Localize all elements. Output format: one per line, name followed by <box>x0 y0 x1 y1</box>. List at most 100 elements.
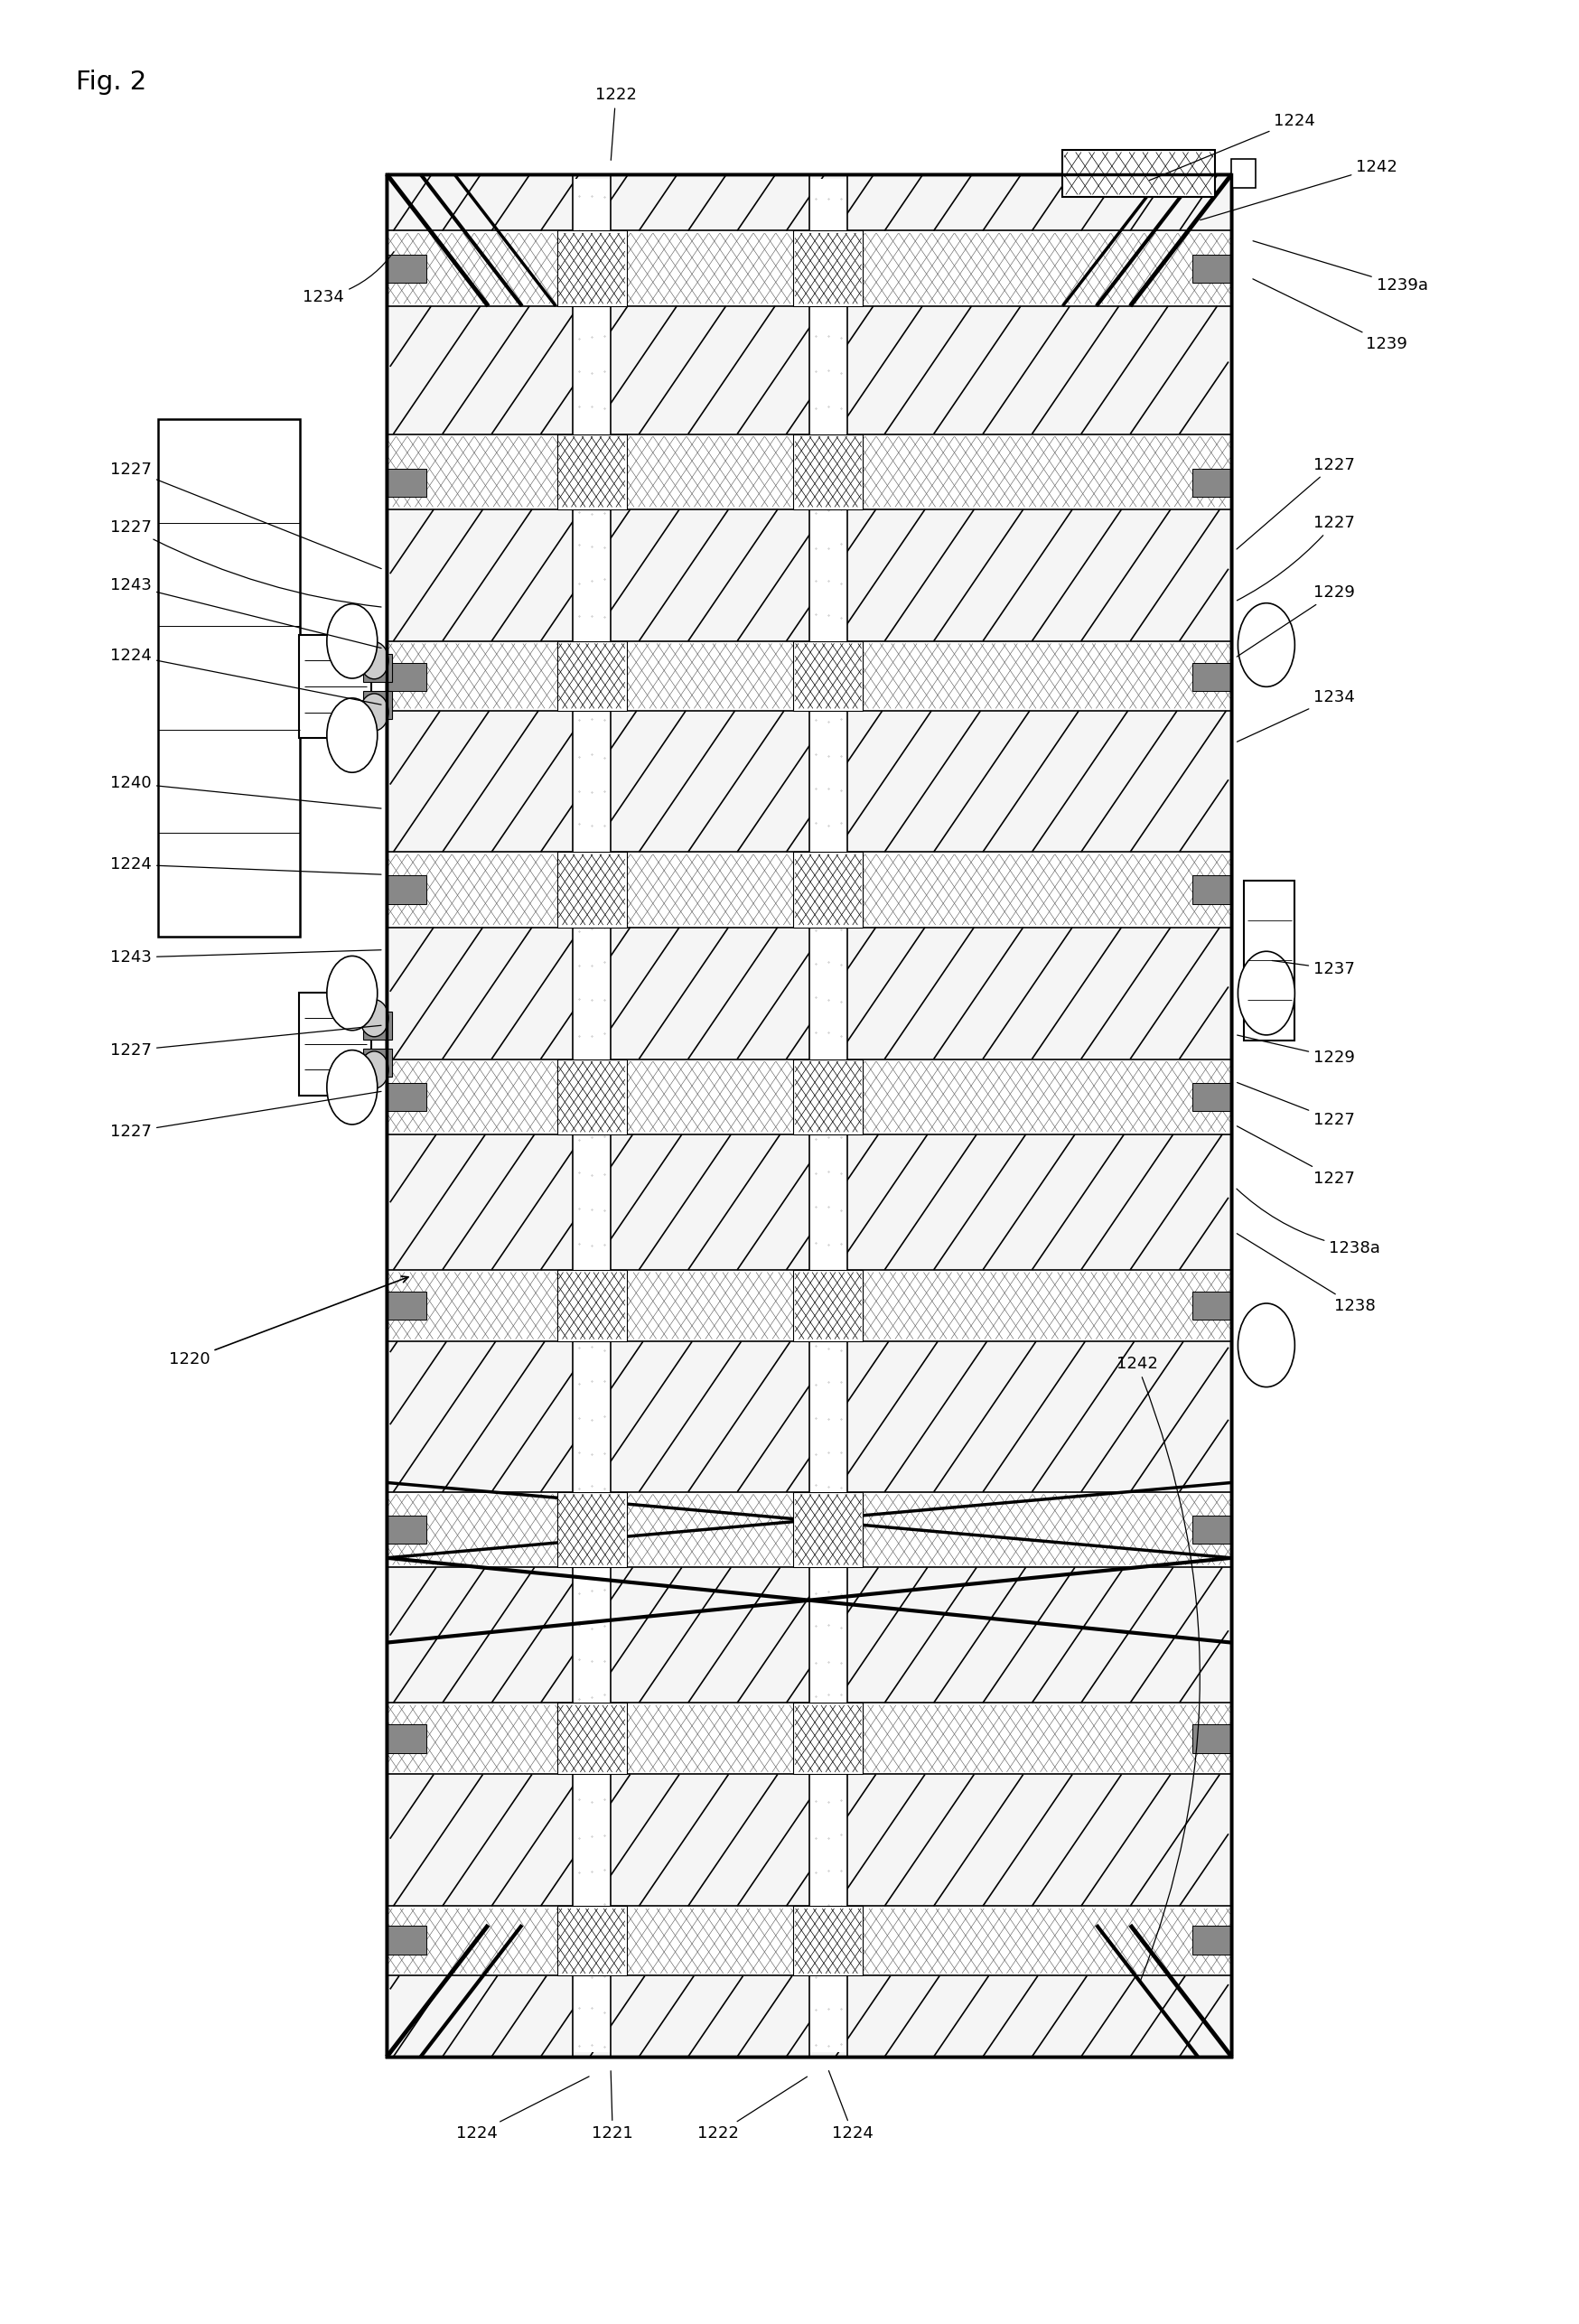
Bar <box>387 469 426 497</box>
Text: 1220: 1220 <box>169 1276 409 1367</box>
Text: 1224: 1224 <box>111 858 381 874</box>
Bar <box>1192 662 1232 690</box>
Bar <box>557 1703 627 1776</box>
Bar <box>387 509 1232 641</box>
Circle shape <box>327 1050 377 1125</box>
Bar <box>557 1492 627 1566</box>
Bar <box>387 253 426 284</box>
Text: 1227: 1227 <box>1236 516 1355 600</box>
Text: 1224: 1224 <box>829 2071 873 2140</box>
Bar <box>387 174 1232 2057</box>
Bar <box>387 1134 1232 1269</box>
Bar <box>1063 149 1214 198</box>
Text: 1227: 1227 <box>111 521 381 607</box>
Bar <box>387 174 1232 2057</box>
Bar <box>387 174 1232 230</box>
Text: 1237: 1237 <box>1273 960 1355 976</box>
Ellipse shape <box>360 641 388 679</box>
Bar <box>793 853 864 927</box>
Bar <box>793 1492 864 1566</box>
Bar <box>793 641 864 711</box>
Text: 1227: 1227 <box>1236 458 1355 548</box>
Text: 1242: 1242 <box>1200 160 1397 221</box>
Text: 1242: 1242 <box>1116 1357 1200 1982</box>
Bar <box>793 1906 864 1975</box>
Bar <box>1192 1292 1232 1320</box>
Circle shape <box>327 955 377 1030</box>
Bar <box>1192 1083 1232 1111</box>
Bar <box>387 1083 426 1111</box>
Bar <box>557 641 627 711</box>
Bar <box>793 1060 864 1134</box>
Bar <box>557 1060 627 1134</box>
Bar <box>387 876 426 904</box>
Bar <box>387 1906 1232 1975</box>
Text: 1243: 1243 <box>111 951 381 964</box>
Bar <box>387 1515 426 1543</box>
Bar <box>793 435 864 509</box>
Bar <box>158 418 300 937</box>
Bar <box>1192 253 1232 284</box>
Text: 1227: 1227 <box>1236 1083 1355 1127</box>
Bar <box>793 230 864 307</box>
Bar <box>557 230 627 307</box>
Bar <box>1192 1927 1232 1954</box>
Text: 1229: 1229 <box>1238 1034 1355 1064</box>
Bar <box>387 927 1232 1060</box>
Bar <box>387 1060 1232 1134</box>
Bar <box>387 1703 1232 1776</box>
Bar <box>387 711 1232 853</box>
Bar <box>1192 1724 1232 1752</box>
Text: 1222: 1222 <box>595 88 636 160</box>
Text: Fig. 2: Fig. 2 <box>76 70 147 95</box>
Text: 1238a: 1238a <box>1236 1190 1380 1255</box>
Bar <box>300 634 371 739</box>
Text: 1227: 1227 <box>111 1025 381 1057</box>
Bar <box>1244 881 1295 1041</box>
Ellipse shape <box>360 1050 388 1088</box>
Bar <box>793 1703 864 1776</box>
Bar <box>387 662 426 690</box>
Bar <box>387 1341 1232 1492</box>
Text: 1224: 1224 <box>456 2075 589 2140</box>
Circle shape <box>1238 604 1295 688</box>
Bar <box>557 1906 627 1975</box>
Bar <box>387 1776 1232 1906</box>
Bar <box>387 1724 426 1752</box>
Bar <box>363 1011 392 1039</box>
Text: 1224: 1224 <box>111 648 381 704</box>
Bar <box>557 435 627 509</box>
Bar <box>387 230 1232 307</box>
Ellipse shape <box>360 693 388 730</box>
Text: 1221: 1221 <box>592 2071 633 2140</box>
Bar <box>387 1927 426 1954</box>
Bar <box>1192 1515 1232 1543</box>
Bar <box>387 641 1232 711</box>
Circle shape <box>1238 951 1295 1034</box>
Text: 1227: 1227 <box>111 462 382 569</box>
Bar <box>300 992 371 1095</box>
Bar <box>363 653 392 681</box>
Circle shape <box>327 697 377 772</box>
Bar <box>1192 469 1232 497</box>
Text: 1222: 1222 <box>698 2078 807 2140</box>
Ellipse shape <box>360 999 388 1037</box>
Bar <box>808 179 848 2052</box>
Bar <box>363 1048 392 1076</box>
Bar <box>387 1566 1232 1703</box>
Bar <box>387 1975 1232 2057</box>
Text: 1229: 1229 <box>1236 586 1355 658</box>
Bar <box>387 435 1232 509</box>
Text: 1227: 1227 <box>1236 1127 1355 1185</box>
Bar <box>557 853 627 927</box>
Bar <box>387 1492 1232 1566</box>
Text: 1239: 1239 <box>1252 279 1407 351</box>
Bar <box>1232 160 1255 188</box>
Bar <box>1192 876 1232 904</box>
Text: 1240: 1240 <box>111 776 381 809</box>
Bar <box>387 174 1232 2057</box>
Bar <box>793 1269 864 1341</box>
Bar <box>387 307 1232 435</box>
Text: 1239a: 1239a <box>1254 242 1427 293</box>
Circle shape <box>327 604 377 679</box>
